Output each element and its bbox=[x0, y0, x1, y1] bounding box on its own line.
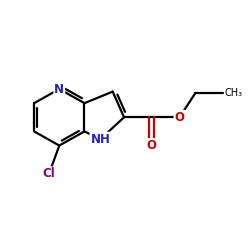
Text: CH₃: CH₃ bbox=[224, 88, 242, 98]
Text: Cl: Cl bbox=[43, 167, 56, 180]
Text: O: O bbox=[174, 111, 184, 124]
Text: NH: NH bbox=[90, 133, 110, 146]
Text: O: O bbox=[147, 139, 157, 152]
Text: N: N bbox=[54, 82, 64, 96]
